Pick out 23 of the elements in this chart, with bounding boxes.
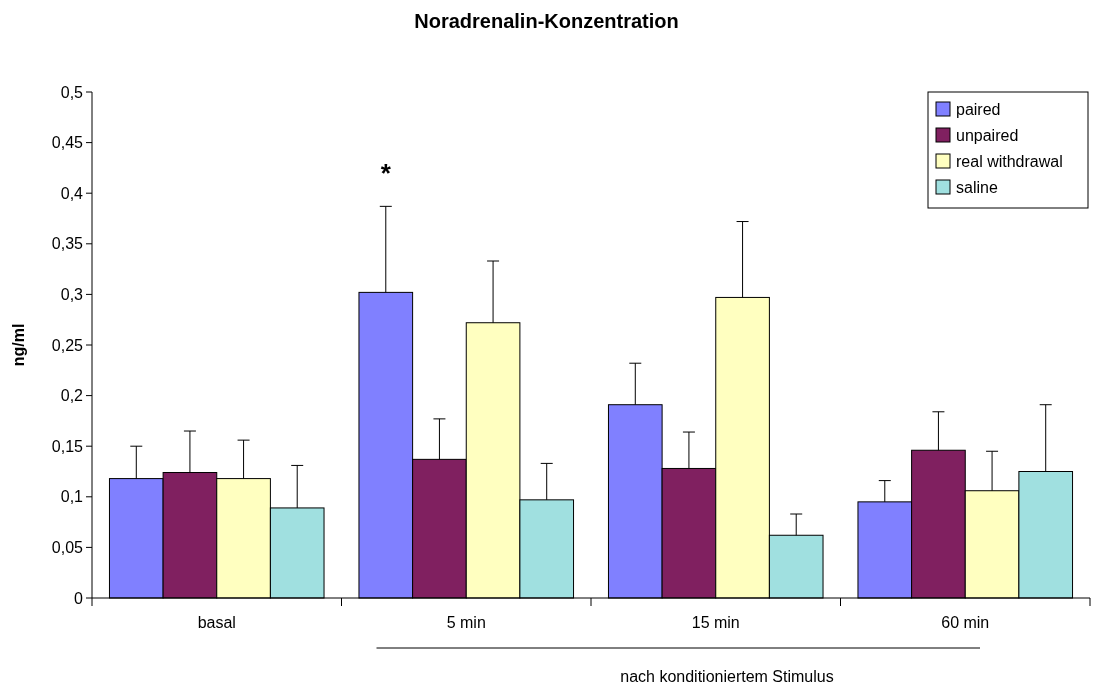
y-tick-label: 0,3 — [60, 286, 84, 303]
x-tick-label: 60 min — [941, 614, 990, 631]
y-tick-label: 0 — [74, 589, 84, 607]
x-tick-label: 15 min — [691, 614, 740, 631]
y-tick-label: 0,15 — [51, 437, 84, 455]
y-tick-label: 0,2 — [60, 387, 84, 405]
y-tick-label: 0,45 — [51, 134, 84, 152]
legend-label: paired — [956, 100, 1001, 118]
legend-label: real withdrawal — [956, 152, 1063, 170]
legend-label: unpaired — [956, 126, 1019, 144]
y-tick-label: 0,05 — [51, 539, 84, 556]
y-tick-label: 0,1 — [60, 488, 84, 506]
y-tick-label: 0,25 — [51, 336, 84, 354]
y-tick-label: 0,5 — [60, 83, 84, 101]
y-tick-label: 0,35 — [51, 235, 84, 253]
annotation: * — [380, 158, 392, 188]
y-axis-title: ng/ml — [10, 323, 27, 367]
chart-title: Noradrenalin-Konzentration — [414, 10, 679, 32]
legend-label: saline — [956, 178, 998, 196]
x-tick-label: basal — [197, 614, 236, 631]
y-tick-label: 0,4 — [60, 184, 84, 202]
x-tick-label: 5 min — [446, 614, 486, 631]
text: nach konditioniertem Stimulus — [620, 668, 834, 685]
